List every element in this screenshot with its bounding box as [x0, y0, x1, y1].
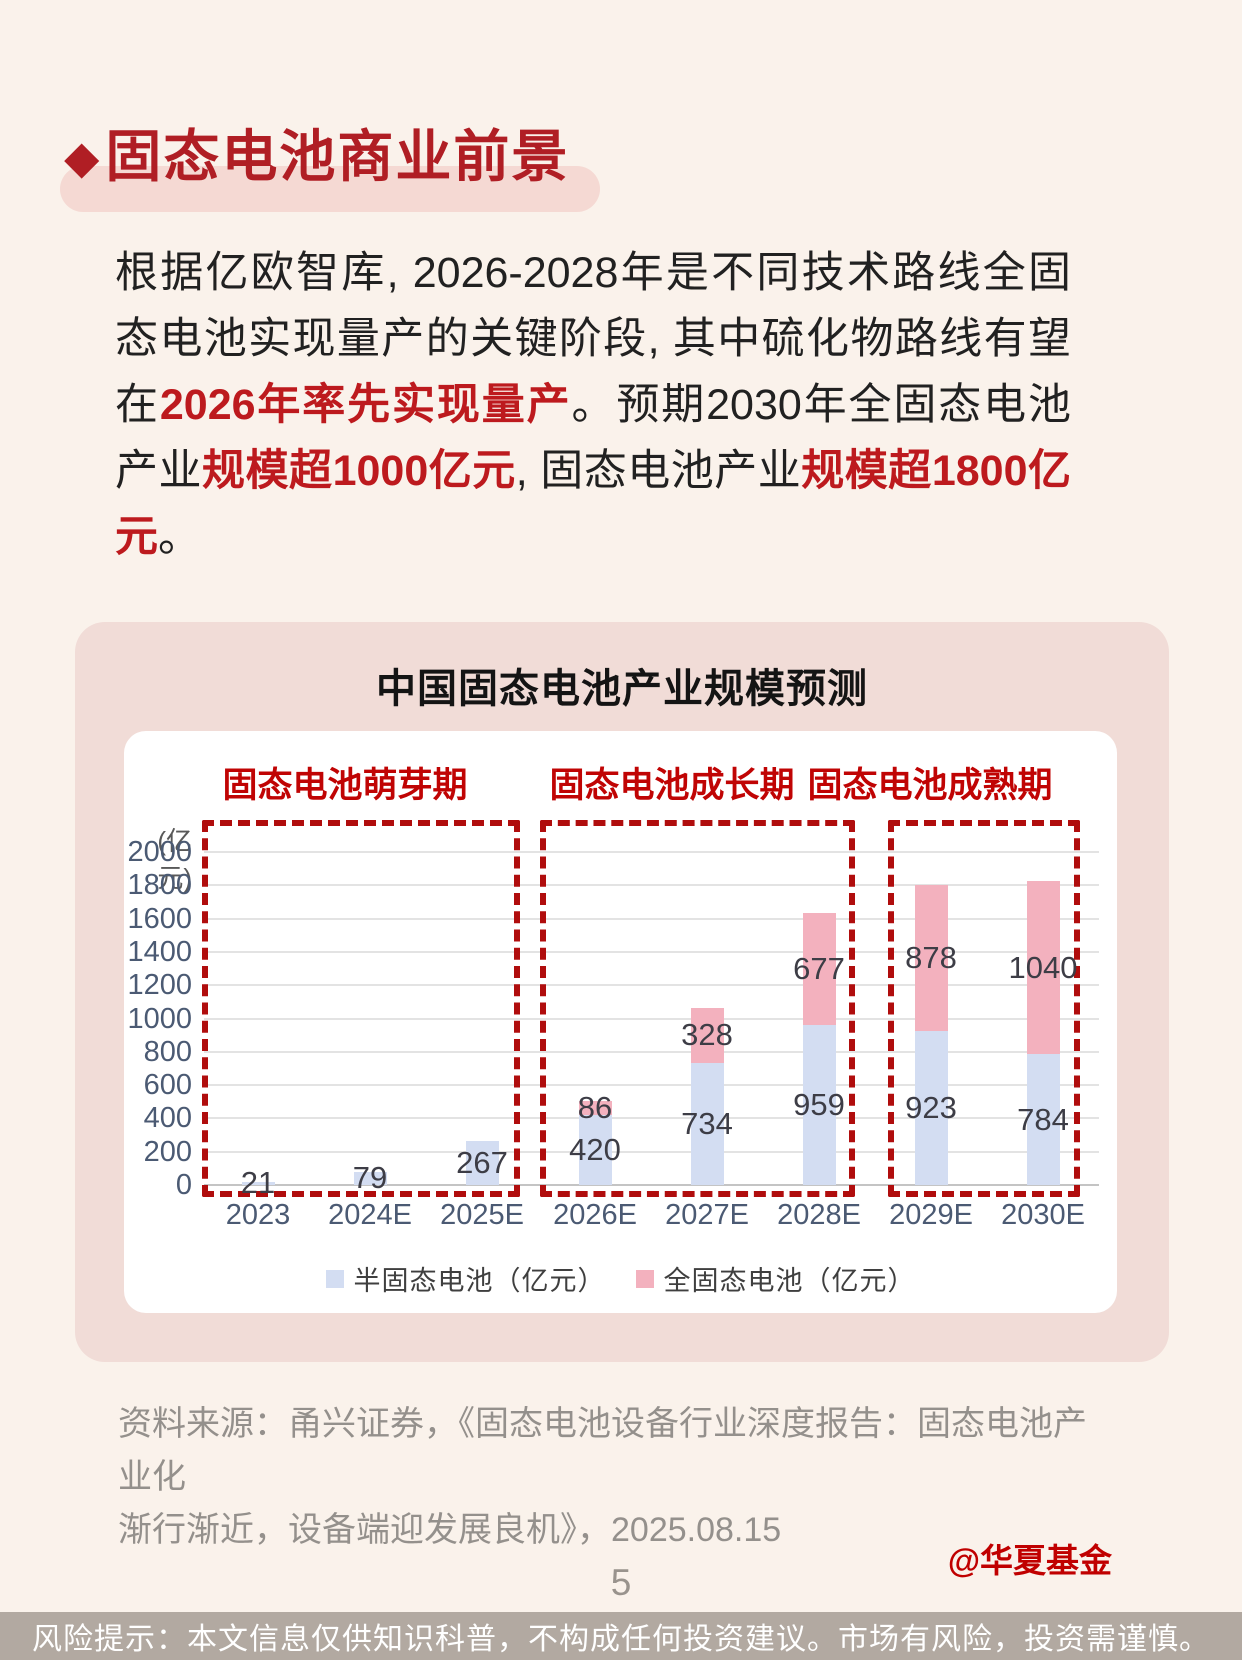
x-axis-tick-label: 2025E [440, 1199, 524, 1231]
paragraph-emphasis-text: 规模超1800亿元 [115, 447, 1071, 561]
paragraph-emphasis-text: 2026年率先实现量产 [159, 381, 572, 429]
bar-value-label: 420 [569, 1132, 621, 1168]
gridline [204, 1017, 1099, 1020]
gridline [204, 851, 1099, 853]
y-axis-tick-label: 1600 [127, 902, 192, 935]
chart-plot: (亿元) 半固态电池（亿元） 全固态电池（亿元） 0 200 400 600 800 100… [124, 731, 1117, 1313]
chart-legend: 半固态电池（亿元） 全固态电池（亿元） [124, 1259, 1117, 1298]
bar-segment-all-solid [914, 885, 948, 1032]
y-axis-tick-label: 400 [143, 1102, 192, 1135]
bar-value-label: 267 [456, 1144, 508, 1180]
bar-value-label: 328 [681, 1017, 733, 1053]
y-axis-tick-label: 1400 [127, 935, 192, 968]
title-highlight-band [60, 166, 600, 212]
x-axis-tick-label: 2026E [553, 1199, 637, 1231]
bar-value-label: 21 [240, 1165, 276, 1201]
gridline [204, 1084, 1099, 1087]
bar-segment-all-solid [690, 1008, 724, 1063]
gridline [204, 884, 1099, 887]
y-axis-tick-label: 2000 [127, 836, 192, 868]
bar-value-label: 959 [793, 1087, 845, 1123]
bar-value-label: 923 [905, 1090, 957, 1126]
paragraph-text: 。 [158, 513, 201, 561]
intro-paragraph: 根据亿欧智库, 2026-2028年是不同技术路线全固态电池实现量产的关键阶段,… [115, 240, 1071, 570]
diamond-bullet-icon: ◆ [64, 131, 102, 183]
brand-watermark: @华夏基金 [947, 1542, 1112, 1579]
paragraph-text: 根据亿欧智库, 2026-2028年是不同技术路线全固态电池实现量产的关键阶段,… [115, 249, 1071, 429]
phase-label: 固态电池萌芽期 [222, 766, 468, 805]
y-axis-tick-label: 1200 [127, 969, 192, 1002]
page-title: ◆固态电池商业前景 [64, 112, 569, 193]
bar-segment-all-solid [802, 912, 836, 1026]
legend-label: 全固态电池（亿元） [663, 1266, 916, 1296]
y-axis-tick-label: 0 [175, 1169, 192, 1201]
chart-card: 中国固态电池产业规模预测 (亿元) 半固态电池（亿元） 全固态电池（亿元） 0 20… [75, 622, 1169, 1362]
bar-value-label: 1040 [1008, 949, 1078, 985]
y-axis-tick-label: 1000 [127, 1002, 192, 1035]
source-line-1: 资料来源：甬兴证券，《固态电池设备行业深度报告：固态电池产业化 [118, 1405, 1087, 1496]
x-axis-tick-label: 2028E [777, 1199, 861, 1231]
x-axis-tick-label: 2024E [328, 1199, 412, 1231]
y-axis-unit-label: (亿元) [157, 826, 192, 893]
y-axis-tick-label: 600 [143, 1069, 192, 1102]
section-title: ◆固态电池商业前景 [60, 112, 600, 212]
risk-disclaimer-bar: 风险提示：本文信息仅供知识科普，不构成任何投资建议。市场有风险，投资需谨慎。 [0, 1612, 1242, 1660]
bar-value-label: 677 [793, 950, 845, 986]
y-axis-tick-label: 1800 [127, 869, 192, 902]
x-axis-tick-label: 2029E [889, 1199, 973, 1231]
bar-segment-semi-solid [1026, 1054, 1060, 1185]
page-title-text: 固态电池商业前景 [105, 125, 570, 188]
paragraph-text: 。预期2030年全固态电池产业 [115, 381, 1071, 495]
x-axis-tick-label: 2027E [665, 1199, 749, 1231]
bar-segment-all-solid [1026, 881, 1060, 1055]
bar-segment-all-solid [578, 1100, 612, 1116]
source-note: 资料来源：甬兴证券，《固态电池设备行业深度报告：固态电池产业化 渐行渐近，设备端… [118, 1398, 1098, 1557]
page-number: 5 [610, 1562, 632, 1603]
bar-value-label: 86 [577, 1089, 613, 1125]
legend-item: 全固态电池（亿元） [635, 1259, 916, 1298]
legend-swatch-all-solid [635, 1269, 654, 1288]
phase-label: 固态电池成长期 [549, 766, 795, 805]
legend-item: 半固态电池（亿元） [325, 1259, 606, 1298]
paragraph-emphasis-text: 规模超1000亿元 [202, 447, 516, 495]
gridline [204, 1117, 1099, 1120]
bar-value-label: 878 [905, 940, 957, 976]
y-axis-tick-label: 800 [143, 1035, 192, 1068]
paragraph-text: , 固态电池产业 [515, 447, 802, 495]
bar-segment-semi-solid [578, 1115, 612, 1185]
gridline [204, 917, 1099, 920]
bar-segment-semi-solid [802, 1025, 836, 1185]
bar-segment-semi-solid [241, 1181, 275, 1185]
legend-label: 半固态电池（亿元） [353, 1266, 606, 1296]
source-line-2: 渐行渐近，设备端迎发展良机》，2025.08.15 [118, 1511, 782, 1549]
gridline [204, 1050, 1099, 1053]
bar-segment-semi-solid [690, 1062, 724, 1185]
phase-dashed-box [540, 820, 855, 1197]
phase-label: 固态电池成熟期 [807, 766, 1053, 805]
bar-segment-semi-solid [465, 1140, 499, 1185]
y-axis-tick-label: 200 [143, 1135, 192, 1168]
bar-segment-semi-solid [353, 1171, 387, 1185]
gridline [204, 984, 1099, 987]
bar-segment-semi-solid [914, 1031, 948, 1185]
phase-dashed-box [202, 820, 520, 1197]
bar-value-label: 734 [681, 1105, 733, 1141]
bar-value-label: 79 [352, 1160, 388, 1196]
bar-value-label: 784 [1017, 1101, 1069, 1137]
gridline [204, 950, 1099, 953]
gridline [204, 1150, 1099, 1153]
chart-title: 中国固态电池产业规模预测 [376, 667, 868, 711]
x-axis-tick-label: 2030E [1001, 1199, 1085, 1231]
gridline [204, 1184, 1099, 1186]
x-axis-tick-label: 2023 [225, 1199, 291, 1231]
phase-dashed-box [888, 820, 1080, 1197]
legend-swatch-semi-solid [325, 1269, 344, 1288]
